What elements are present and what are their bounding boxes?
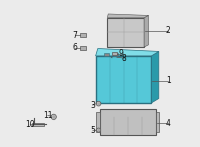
Text: 4: 4 [166,119,171,128]
Bar [156,112,159,132]
Bar [113,53,118,56]
Bar [112,52,117,55]
Text: 1: 1 [166,76,171,85]
Text: 5: 5 [90,126,95,135]
Bar [107,18,144,47]
Text: 3: 3 [90,101,95,110]
Text: 11: 11 [43,111,53,120]
Text: 7: 7 [73,31,77,40]
Bar [100,109,156,135]
Polygon shape [96,49,159,56]
Polygon shape [151,51,159,103]
Polygon shape [107,14,149,18]
Text: 2: 2 [166,26,171,35]
Bar [32,123,44,126]
Text: 6: 6 [73,43,77,52]
Circle shape [96,101,101,106]
Text: 10: 10 [25,120,35,130]
Bar [104,53,109,56]
Text: 8: 8 [122,54,127,63]
Bar [96,112,100,132]
Circle shape [96,128,101,132]
Bar [80,33,86,37]
Polygon shape [144,15,149,47]
Bar [96,56,151,103]
Text: 9: 9 [118,49,123,58]
Bar [80,46,86,50]
Circle shape [51,114,56,120]
